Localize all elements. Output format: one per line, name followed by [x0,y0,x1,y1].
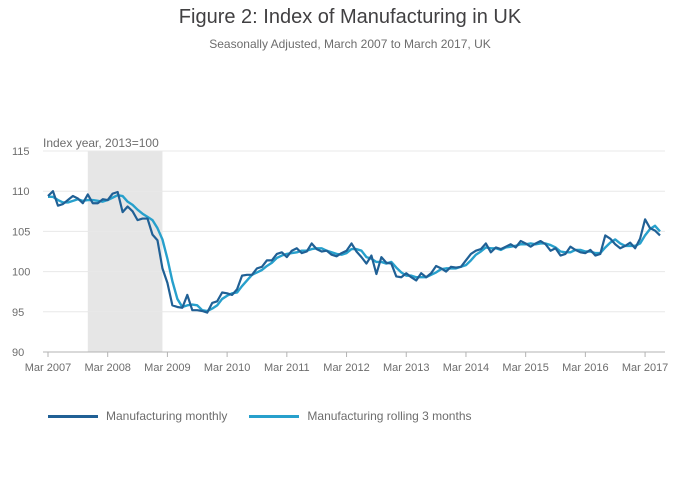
grid-lines [43,150,665,353]
x-tick-label: Mar 2017 [622,362,668,374]
x-axis: Mar 2007 Mar 2008 Mar 2009 Mar 2010 Mar 2011… [25,352,668,374]
x-tick-label: Mar 2016 [562,362,608,374]
x-tick-label: Mar 2014 [443,362,489,374]
y-tick-label: 115 [12,146,30,158]
series-lines [47,190,661,314]
y-tick-label: 110 [12,186,30,198]
chart-subtitle: Seasonally Adjusted, March 2007 to March… [209,37,491,51]
chart-title: Figure 2: Index of Manufacturing in UK [178,6,522,28]
legend-label-monthly: Manufacturing monthly [106,409,228,423]
y-tick-label: 90 [12,347,24,359]
legend-label-rolling: Manufacturing rolling 3 months [307,409,472,423]
y-axis: 90 95 100 105 110 115 [12,146,30,359]
x-tick-label: Mar 2011 [264,362,310,374]
x-tick-label: Mar 2013 [383,362,429,374]
legend-swatch-monthly [48,414,98,418]
y-tick-label: 100 [12,267,30,279]
series-line-monthly [47,190,661,314]
recession-shading [87,151,163,352]
x-tick-label: Mar 2008 [84,362,130,374]
legend: Manufacturing monthly Manufacturing roll… [48,409,494,423]
y-tick-label: 105 [12,226,30,238]
x-tick-label: Mar 2012 [323,362,369,374]
x-tick-label: Mar 2007 [25,362,71,374]
x-tick-label: Mar 2015 [502,362,548,374]
legend-item-monthly[interactable]: Manufacturing monthly [48,409,227,423]
x-tick-label: Mar 2010 [204,362,250,374]
legend-item-rolling[interactable]: Manufacturing rolling 3 months [249,409,472,423]
x-tick-label: Mar 2009 [144,362,190,374]
legend-swatch-rolling [249,414,300,418]
y-tick-label: 95 [12,307,24,319]
y-axis-label: Index year, 2013=100 [43,136,159,150]
